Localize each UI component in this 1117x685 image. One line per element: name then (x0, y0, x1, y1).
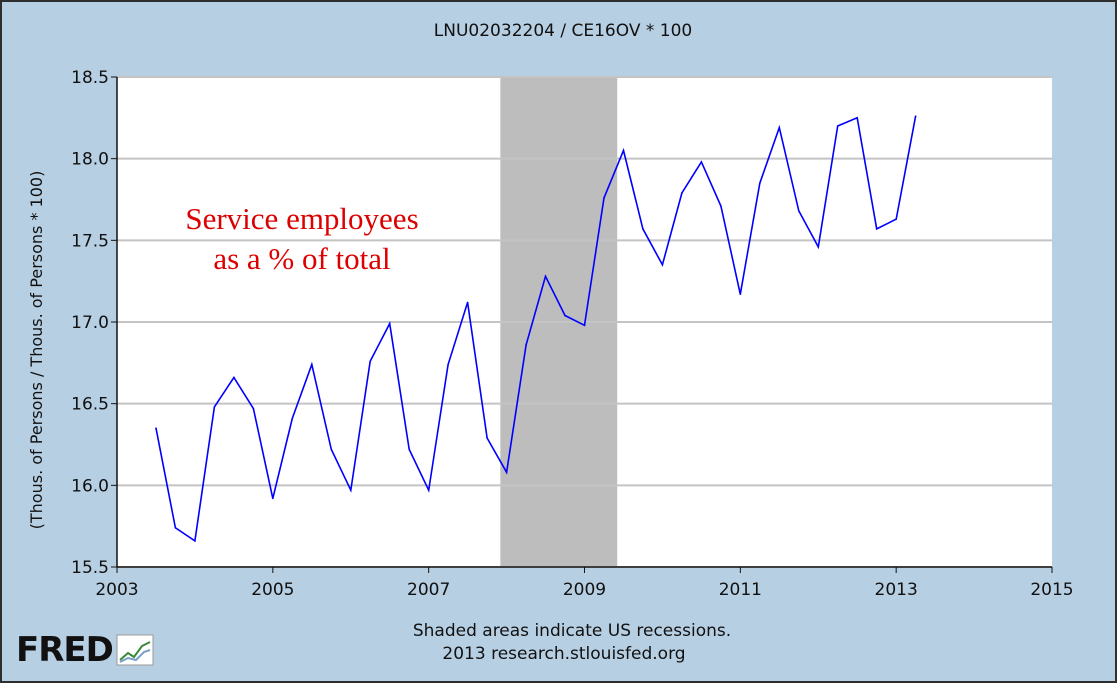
data-point (447, 363, 449, 366)
data-point (739, 293, 742, 296)
chart-title: LNU02032204 / CE16OV * 100 (434, 21, 692, 41)
data-point (174, 527, 177, 529)
data-point (194, 540, 196, 542)
x-tick-label: 2009 (563, 580, 606, 600)
data-point (797, 210, 800, 212)
line-layer (155, 115, 917, 543)
data-point (544, 275, 547, 278)
fred-graph-icon (116, 634, 154, 666)
data-point (525, 344, 527, 346)
annotation-line-2: as a % of total (213, 241, 390, 276)
y-tick-label: 18.0 (71, 150, 109, 170)
data-point (759, 182, 761, 184)
x-tick-label: 2005 (251, 580, 294, 600)
annotation-line-1: Service employees (185, 201, 418, 236)
y-tick-label: 16.5 (71, 395, 109, 415)
data-point (233, 376, 235, 379)
data-point (252, 407, 255, 410)
data-point (155, 427, 157, 429)
data-point (349, 489, 352, 492)
data-point (778, 126, 781, 129)
data-point (330, 448, 333, 451)
data-point (427, 489, 430, 492)
y-tick-label: 17.0 (71, 313, 109, 333)
data-point (369, 360, 372, 363)
y-tick-label: 17.5 (71, 231, 109, 251)
y-tick-label: 15.5 (71, 558, 109, 578)
data-point (272, 497, 274, 500)
data-point (836, 125, 839, 127)
data-point (291, 417, 294, 420)
data-point (603, 197, 605, 199)
data-point (661, 264, 664, 266)
footer-source: 2013 research.stlouisfed.org (442, 644, 685, 664)
data-point (388, 322, 391, 325)
data-point (564, 314, 566, 317)
x-tick-label: 2011 (719, 580, 762, 600)
fred-logo: FRED (16, 630, 154, 670)
y-tick-label: 16.0 (71, 476, 109, 496)
data-point (466, 301, 469, 304)
data-point (700, 161, 703, 163)
fred-logo-text: FRED (16, 630, 114, 670)
footer-recession-note: Shaded areas indicate US recessions. (413, 621, 731, 641)
data-point (642, 228, 644, 230)
data-point (622, 149, 625, 152)
data-point (817, 246, 820, 248)
x-tick-label: 2015 (1030, 580, 1073, 600)
y-tick-label: 18.5 (71, 68, 109, 88)
data-point (583, 324, 586, 327)
data-point (408, 448, 410, 451)
data-point (681, 192, 683, 194)
data-point (310, 363, 313, 366)
y-axis-label: (Thous. of Persons / Thous. of Persons *… (27, 171, 46, 530)
data-point (720, 205, 722, 207)
data-point (895, 218, 897, 220)
data-point (505, 471, 508, 474)
x-tick-label: 2007 (407, 580, 450, 600)
x-tick-label: 2013 (875, 580, 918, 600)
data-point (856, 117, 859, 119)
series-line (155, 116, 917, 543)
data-point (213, 406, 216, 408)
x-tick-label: 2003 (95, 580, 138, 600)
data-point (875, 228, 878, 230)
axis-layer: 15.5 16.0 16.5 17.0 17.5 18.0 18.5 2003 2005 2007… (71, 68, 1073, 600)
data-point (486, 437, 488, 439)
data-point (914, 115, 917, 117)
